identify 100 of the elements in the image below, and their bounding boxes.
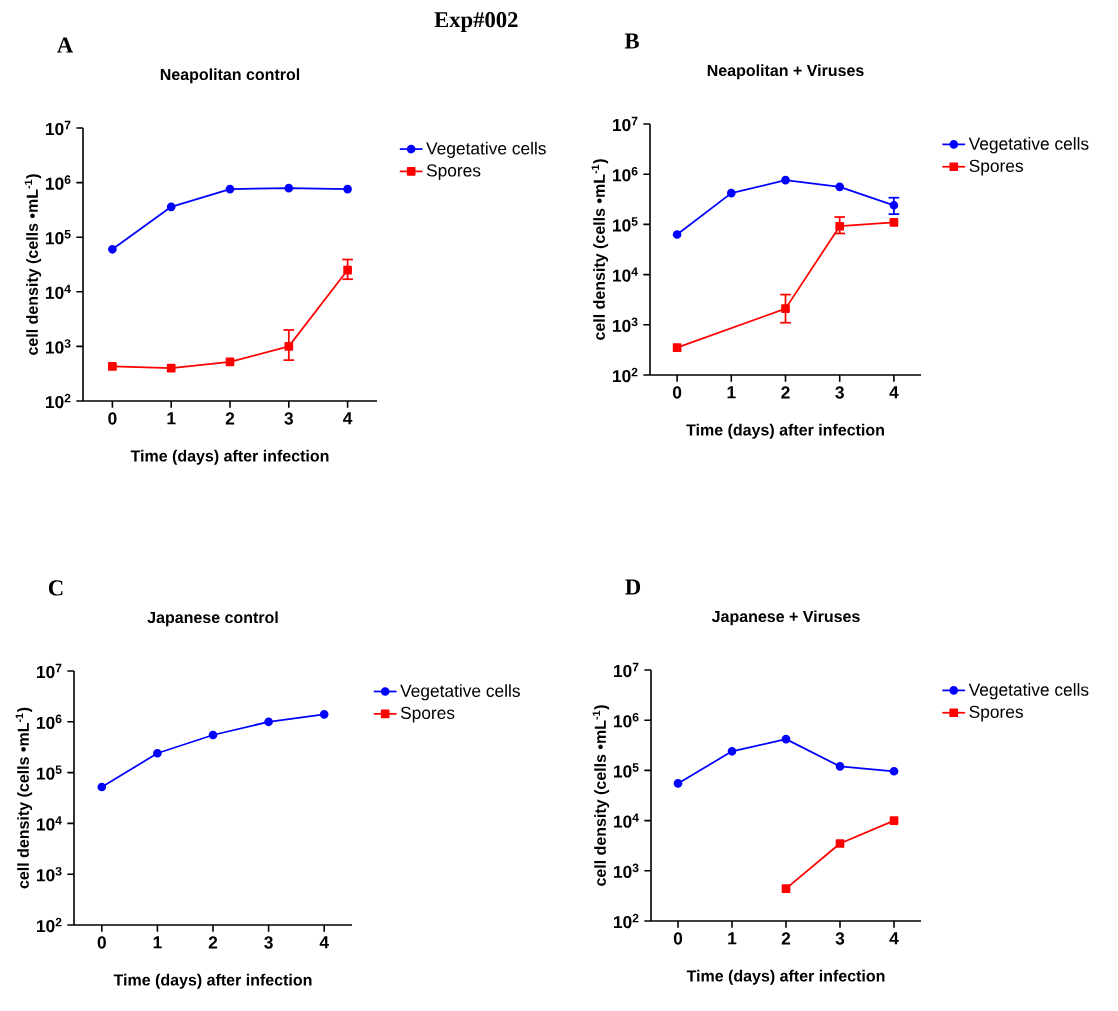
y-tick-label: 10$^{2}$ (613, 367, 638, 383)
y-tick-label: 10$^{6}$ (46, 175, 71, 190)
text: B (624, 33, 639, 49)
point (208, 730, 218, 740)
y-tick-label: 10$^{2}$ (46, 393, 71, 409)
point (889, 816, 899, 825)
y-tick-label: 10$^{2}$ (614, 913, 639, 929)
point (889, 766, 899, 776)
point (166, 202, 176, 212)
point (672, 343, 682, 353)
point (835, 762, 845, 771)
point (835, 182, 845, 192)
legend-label: Spores (426, 164, 481, 181)
y-tick-label: 10$^{7}$ (614, 662, 639, 678)
point (166, 363, 176, 373)
point (673, 779, 683, 788)
y-tick-label: 10$^{3}$ (37, 866, 62, 882)
x-tick-label: 3 (835, 932, 845, 945)
x-tick-label: 2 (225, 412, 235, 425)
point (889, 200, 899, 210)
text: D (625, 579, 641, 595)
point (284, 183, 294, 193)
y-tick-label: 10$^{7}$ (613, 116, 638, 132)
text: A (57, 37, 74, 53)
y-tick-label: 10$^{3}$ (614, 863, 639, 879)
point (889, 217, 899, 227)
x-tick-label: 1 (727, 386, 736, 399)
text: C (48, 580, 63, 596)
chart-title: Japanese + Viruses (711, 610, 860, 626)
point (726, 188, 736, 198)
x-tick-label: 3 (284, 412, 293, 425)
y-tick-label: 10$^{4}$ (614, 813, 639, 828)
y-tick-label: 10$^{6}$ (613, 166, 638, 182)
x-tick-label: 0 (673, 932, 683, 945)
point (835, 839, 845, 848)
point (225, 184, 235, 194)
y-tick-label: 10$^{3}$ (613, 317, 638, 333)
x-axis-title: Time (days) after infection (686, 969, 885, 985)
x-tick-label: 1 (167, 412, 176, 425)
y-tick-label: 10$^{7}$ (37, 663, 62, 679)
point (108, 362, 117, 371)
x-tick-label: 4 (889, 932, 899, 945)
y-tick-label: 10$^{2}$ (37, 917, 62, 933)
point (781, 884, 791, 894)
point (781, 304, 790, 313)
x-tick-label: 2 (208, 936, 218, 949)
y-axis-title: cell density (cells •mL$^{-1}$) (592, 705, 610, 886)
y-tick-label: 10$^{4}$ (37, 816, 62, 831)
point (672, 230, 682, 239)
legend-label: Spores (969, 705, 1023, 722)
legend-label: Vegetative cells (968, 137, 1089, 154)
x-tick-label: 4 (343, 412, 353, 425)
x-axis-title: Time (days) after infection (130, 449, 329, 465)
x-tick-label: 1 (153, 936, 162, 949)
y-axis-title: cell density (cells •mL$^{-1}$) (591, 159, 609, 340)
x-tick-label: 0 (108, 412, 117, 425)
y-tick-label: 10$^{4}$ (613, 267, 638, 282)
chart-title: Neapolitan + Viruses (707, 64, 864, 80)
x-tick-label: 3 (264, 936, 273, 949)
legend-label: Vegetative cells (400, 684, 520, 701)
point (97, 782, 107, 792)
y-tick-label: 10$^{7}$ (46, 120, 71, 136)
legend-label: Spores (969, 159, 1023, 176)
x-tick-label: 0 (97, 936, 106, 949)
x-tick-label: 3 (835, 386, 844, 399)
x-axis-title: Time (days) after infection (113, 973, 312, 989)
point (727, 746, 737, 756)
legend-label: Spores (400, 706, 455, 723)
y-tick-label: 10$^{5}$ (37, 765, 62, 780)
legend-label: Vegetative cells (426, 141, 546, 158)
point (343, 265, 352, 275)
point (284, 342, 294, 351)
x-tick-label: 2 (781, 386, 790, 399)
chart-title: Japanese control (147, 611, 278, 627)
x-tick-label: 4 (889, 386, 899, 399)
x-tick-label: 2 (781, 932, 791, 945)
point (781, 734, 791, 744)
point (781, 175, 790, 185)
y-tick-label: 10$^{6}$ (614, 712, 639, 728)
text: Exp#002 (434, 12, 518, 32)
y-tick-label: 10$^{6}$ (37, 714, 62, 730)
point (835, 221, 845, 231)
point (153, 748, 162, 758)
legend-label: Vegetative cells (968, 683, 1089, 700)
y-axis-title: cell density (cells •mL$^{-1}$) (24, 174, 42, 355)
x-axis-title: Time (days) after infection (686, 423, 884, 439)
point (264, 717, 273, 727)
y-axis-title: cell density (cells •mL$^{-1}$) (15, 707, 33, 889)
y-tick-label: 10$^{3}$ (46, 339, 71, 354)
point (108, 244, 117, 254)
x-tick-label: 4 (319, 936, 329, 949)
chart-title: Neapolitan control (160, 68, 300, 84)
y-tick-label: 10$^{5}$ (614, 763, 639, 778)
x-tick-label: 0 (672, 386, 682, 399)
point (319, 710, 329, 719)
y-tick-label: 10$^{4}$ (46, 284, 71, 299)
y-tick-label: 10$^{5}$ (46, 230, 71, 245)
point (343, 184, 352, 194)
x-tick-label: 1 (728, 932, 737, 945)
y-tick-label: 10$^{5}$ (613, 217, 638, 232)
